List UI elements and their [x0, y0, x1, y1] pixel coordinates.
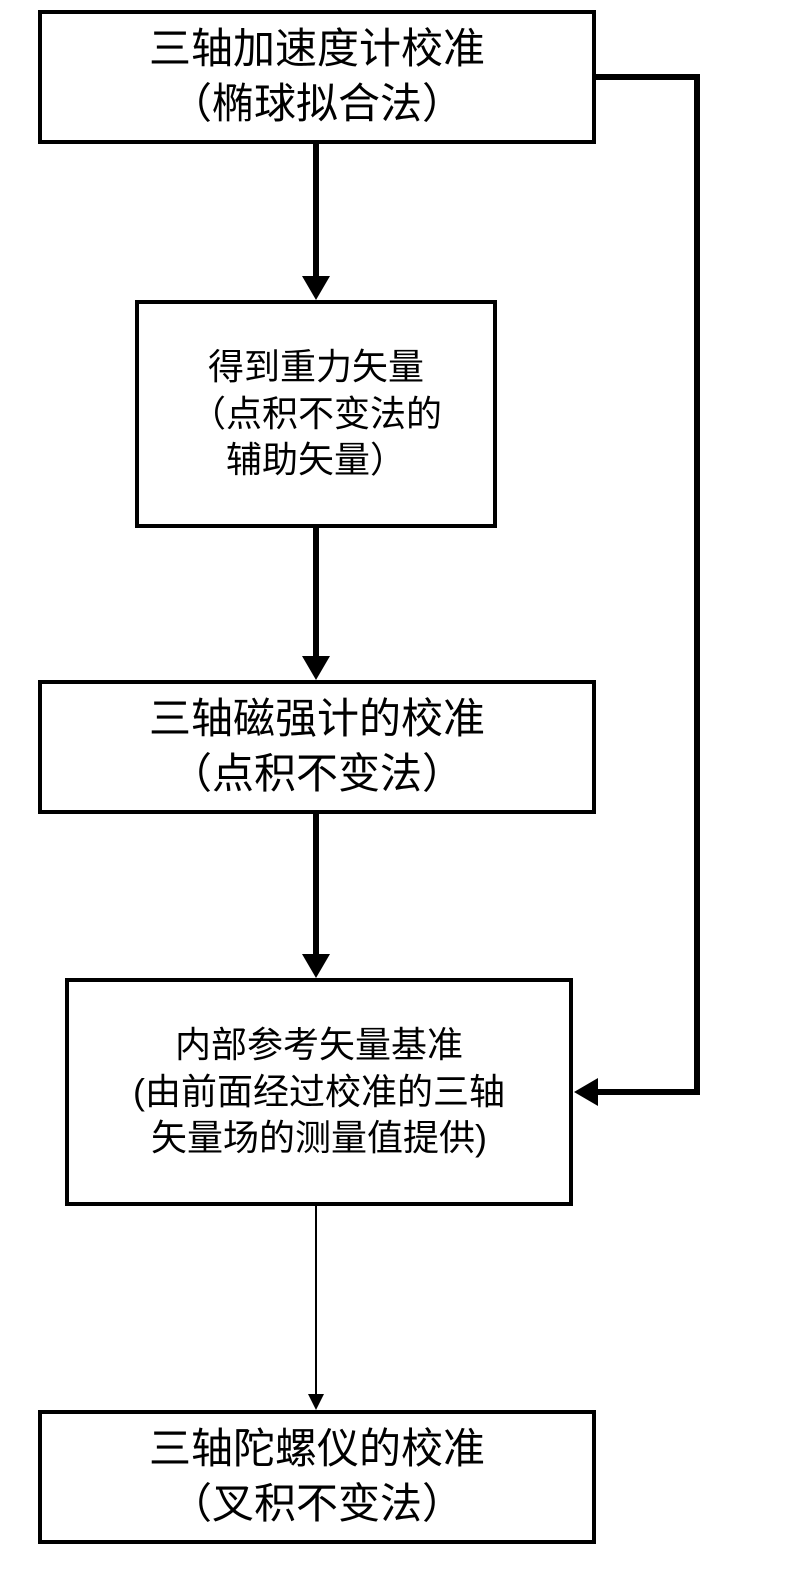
node-text: 辅助矢量）	[226, 437, 406, 484]
node-text: 矢量场的测量值提供)	[151, 1115, 487, 1162]
node-gravity-vector: 得到重力矢量 （点积不变法的 辅助矢量）	[135, 300, 497, 528]
node-text: （点积不变法）	[170, 747, 464, 802]
node-text: 三轴加速度计校准	[149, 22, 485, 77]
node-text: （叉积不变法）	[170, 1477, 464, 1532]
node-text: （点积不变法的	[190, 391, 442, 438]
feedback-arrow-segment	[694, 74, 700, 1095]
feedback-arrow-segment	[598, 1089, 700, 1095]
arrow-head-icon	[302, 276, 330, 300]
arrow-line-thin	[315, 1206, 317, 1396]
arrow-line	[313, 144, 319, 278]
node-text: (由前面经过校准的三轴	[133, 1069, 505, 1116]
node-text: 得到重力矢量	[208, 344, 424, 391]
node-magnetometer-calibration: 三轴磁强计的校准 （点积不变法）	[38, 680, 596, 814]
node-text: 内部参考矢量基准	[175, 1022, 463, 1069]
arrow-head-icon	[302, 656, 330, 680]
node-internal-reference: 内部参考矢量基准 (由前面经过校准的三轴 矢量场的测量值提供)	[65, 978, 573, 1206]
arrow-line	[313, 528, 319, 658]
arrow-head-icon	[302, 954, 330, 978]
arrow-head-icon	[308, 1394, 324, 1410]
feedback-arrow-segment	[596, 74, 700, 80]
node-text: （椭球拟合法）	[170, 77, 464, 132]
node-accel-calibration: 三轴加速度计校准 （椭球拟合法）	[38, 10, 596, 144]
arrow-line	[313, 814, 319, 956]
node-text: 三轴磁强计的校准	[149, 692, 485, 747]
node-text: 三轴陀螺仪的校准	[149, 1422, 485, 1477]
node-gyroscope-calibration: 三轴陀螺仪的校准 （叉积不变法）	[38, 1410, 596, 1544]
arrow-head-icon	[574, 1078, 598, 1106]
